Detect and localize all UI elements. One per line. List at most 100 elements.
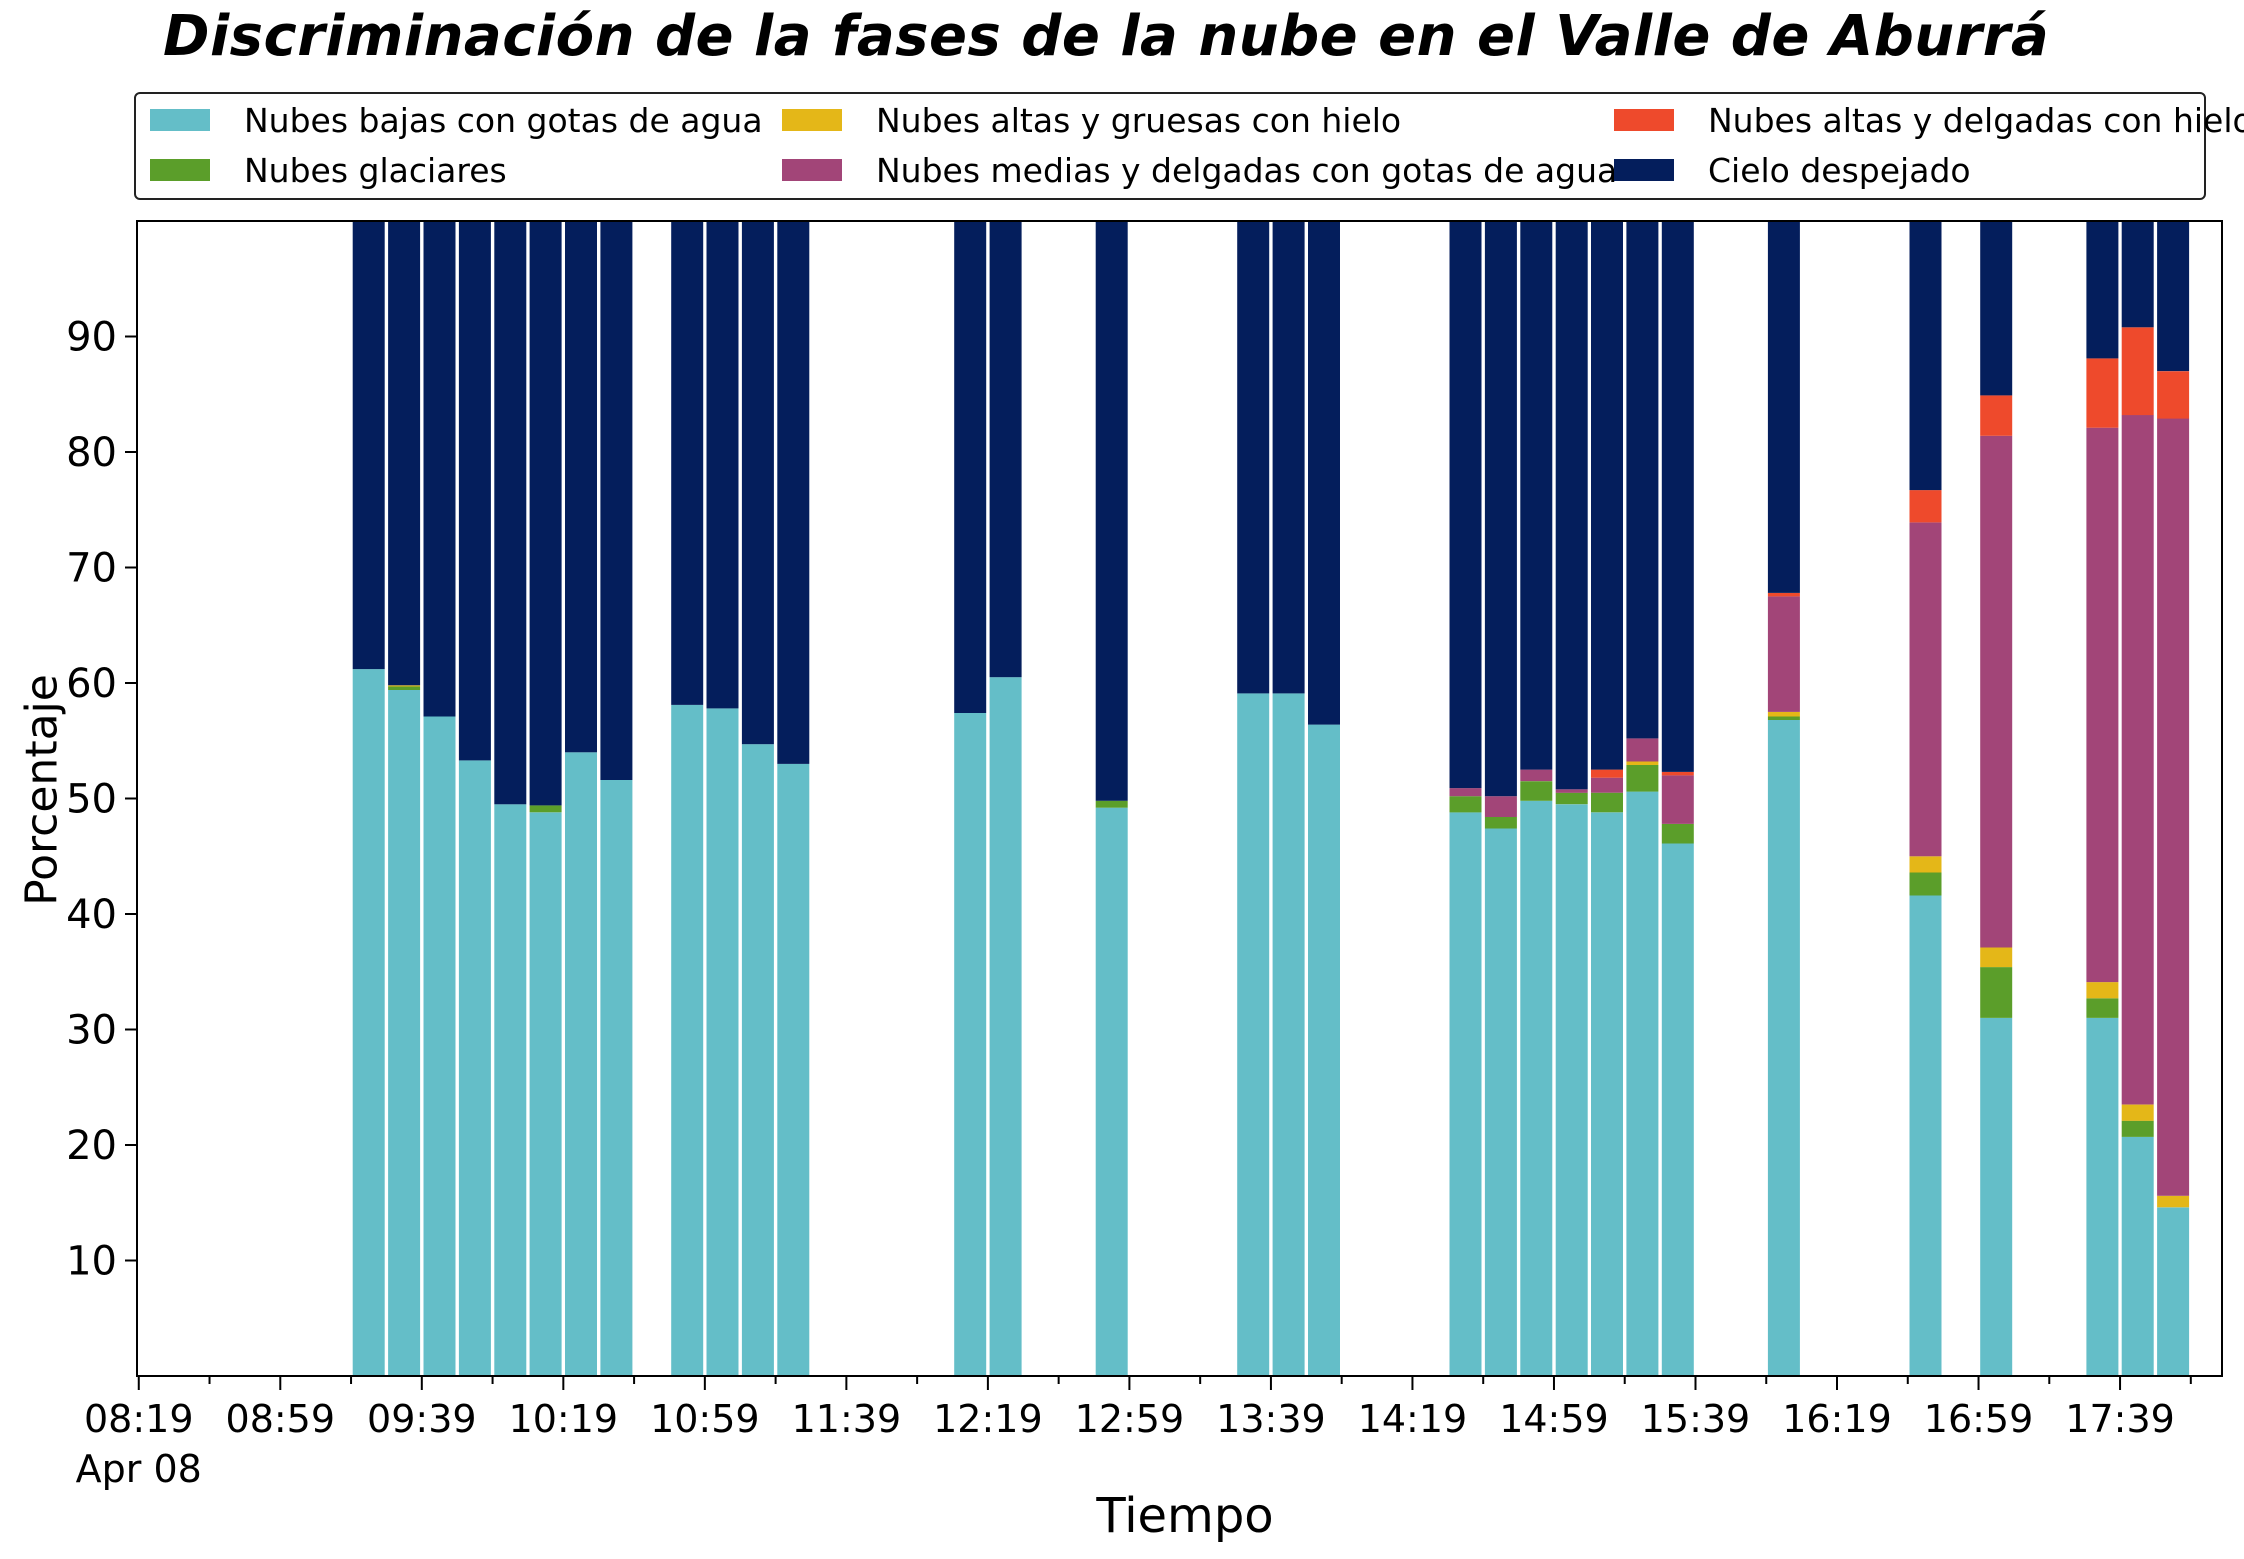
y-tick-label: 10 xyxy=(66,1239,117,1285)
bar-segment xyxy=(1449,796,1482,813)
legend-swatch xyxy=(782,159,842,181)
x-tick-label: 14:59 xyxy=(1499,1397,1609,1441)
bar-segment xyxy=(1272,693,1305,1376)
bar-segment xyxy=(529,805,562,813)
bar-segment xyxy=(1767,716,1800,720)
bar-segment xyxy=(2086,982,2119,999)
bar-segment xyxy=(2086,998,2119,1018)
bar-segment xyxy=(1980,1018,2013,1376)
bar-segment xyxy=(2086,358,2119,428)
x-tick-label: 10:19 xyxy=(509,1397,619,1441)
bar-segment xyxy=(458,760,491,1376)
bar-segment xyxy=(2157,371,2190,419)
bar-segment xyxy=(706,221,739,709)
x-axis-label: Tiempo xyxy=(1096,1488,1274,1544)
bar-segment xyxy=(1626,761,1659,765)
x-tick-label: 09:39 xyxy=(367,1397,477,1441)
y-tick-label: 30 xyxy=(66,1008,117,1054)
y-tick-label: 80 xyxy=(66,430,117,476)
bar-segment xyxy=(1308,724,1340,1376)
bar-segment xyxy=(494,804,527,1376)
bar-segment xyxy=(458,221,491,761)
bar-segment xyxy=(1661,823,1694,844)
bar-segment xyxy=(494,221,527,805)
bar-segment xyxy=(1237,693,1270,1376)
bar-segment xyxy=(1909,895,1942,1376)
legend-swatch xyxy=(150,109,210,131)
x-tick-label: 16:59 xyxy=(1924,1397,2034,1441)
bar-segment xyxy=(600,780,633,1376)
y-tick-label: 60 xyxy=(66,661,117,707)
bar-segment xyxy=(529,221,562,806)
y-tick-label: 20 xyxy=(66,1123,117,1169)
bar-segment xyxy=(1591,769,1623,778)
bar-segment xyxy=(1661,775,1694,824)
x-tick-label: 08:59 xyxy=(226,1397,336,1441)
bar-segment xyxy=(1095,807,1128,1376)
bar-segment xyxy=(671,221,704,705)
bar-segment xyxy=(1767,592,1800,597)
bar-segment xyxy=(1484,828,1517,1376)
x-tick-label: 17:39 xyxy=(2065,1397,2175,1441)
bar-segment xyxy=(1272,221,1305,694)
bar-segment xyxy=(1767,596,1800,712)
x-tick-label: 15:39 xyxy=(1641,1397,1751,1441)
legend-item-high-thin-ice-clouds: Nubes altas y delgadas con hielo xyxy=(1600,100,2244,140)
bar-segment xyxy=(1591,812,1623,1376)
legend-label: Nubes bajas con gotas de agua xyxy=(244,100,763,140)
legend-swatch xyxy=(150,159,210,181)
bar-segment xyxy=(1661,843,1694,1376)
legend-label: Nubes medias y delgadas con gotas de agu… xyxy=(876,150,1618,190)
bar-segment xyxy=(2157,221,2190,372)
bar-segment xyxy=(671,704,704,1376)
x-tick-label: 08:19 xyxy=(84,1397,194,1441)
bar-segment xyxy=(565,752,597,1376)
bar-segment xyxy=(1484,817,1517,829)
bar-segment xyxy=(989,677,1022,1376)
bar-segment xyxy=(352,669,385,1376)
bar-segment xyxy=(777,221,810,764)
bar-segment xyxy=(1626,765,1659,792)
bar-segment xyxy=(529,812,562,1376)
bar-segment xyxy=(600,221,633,780)
x-tick-label: 14:19 xyxy=(1358,1397,1468,1441)
bar-segment xyxy=(565,221,597,753)
bar-segment xyxy=(2121,415,2154,1105)
bar-segment xyxy=(1626,791,1659,1376)
bar-segment xyxy=(989,221,1022,678)
bar-segment xyxy=(388,689,421,1376)
bar-segment xyxy=(1767,221,1800,593)
bar-segment xyxy=(1555,804,1588,1376)
bar-segment xyxy=(1980,967,2013,1018)
bar-segment xyxy=(2157,1195,2190,1208)
bar-segment xyxy=(1661,221,1694,772)
bar-segment xyxy=(1555,792,1588,805)
bar-segment xyxy=(388,221,421,686)
legend-item-mid-thin-water-clouds: Nubes medias y delgadas con gotas de agu… xyxy=(768,150,1617,190)
bar-segment xyxy=(2157,418,2190,1196)
bar-segment xyxy=(1237,221,1270,694)
legend-swatch xyxy=(1614,109,1674,131)
legend-item-high-thick-ice-clouds: Nubes altas y gruesas con hielo xyxy=(768,100,1401,140)
bar-segment xyxy=(1909,490,1942,523)
bar-segment xyxy=(954,221,987,713)
bar-segment xyxy=(741,744,774,1376)
bar-segment xyxy=(1591,221,1623,770)
chart-title: Discriminación de la fases de la nube en… xyxy=(163,4,2050,69)
bar-segment xyxy=(706,708,739,1376)
legend: Nubes bajas con gotas de agua Nubes glac… xyxy=(134,92,2244,200)
bar-segment xyxy=(2121,327,2154,416)
bar-segment xyxy=(388,686,421,690)
bar-segment xyxy=(2121,221,2154,328)
bar-segment xyxy=(1520,800,1553,1376)
bar-segment xyxy=(1980,947,2013,968)
bar-segment xyxy=(1767,720,1800,1376)
bar-segment xyxy=(2086,221,2119,359)
x-tick-label: 16:19 xyxy=(1782,1397,1892,1441)
x-tick-label: 12:59 xyxy=(1075,1397,1185,1441)
legend-swatch xyxy=(1614,159,1674,181)
bar-segment xyxy=(2121,1120,2154,1137)
x-tick-label: 10:59 xyxy=(650,1397,760,1441)
bar-segment xyxy=(1626,738,1659,762)
